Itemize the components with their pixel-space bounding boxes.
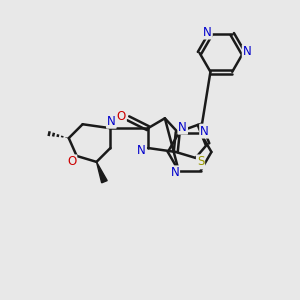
Text: N: N (107, 115, 116, 128)
Text: S: S (197, 155, 204, 168)
Text: O: O (67, 155, 76, 168)
Text: N: N (243, 45, 251, 58)
Text: N: N (203, 26, 212, 38)
Text: O: O (117, 110, 126, 123)
Text: N: N (200, 124, 209, 138)
Text: N: N (178, 121, 187, 134)
Text: N: N (170, 166, 179, 179)
Text: N: N (137, 143, 146, 157)
Polygon shape (97, 162, 107, 183)
